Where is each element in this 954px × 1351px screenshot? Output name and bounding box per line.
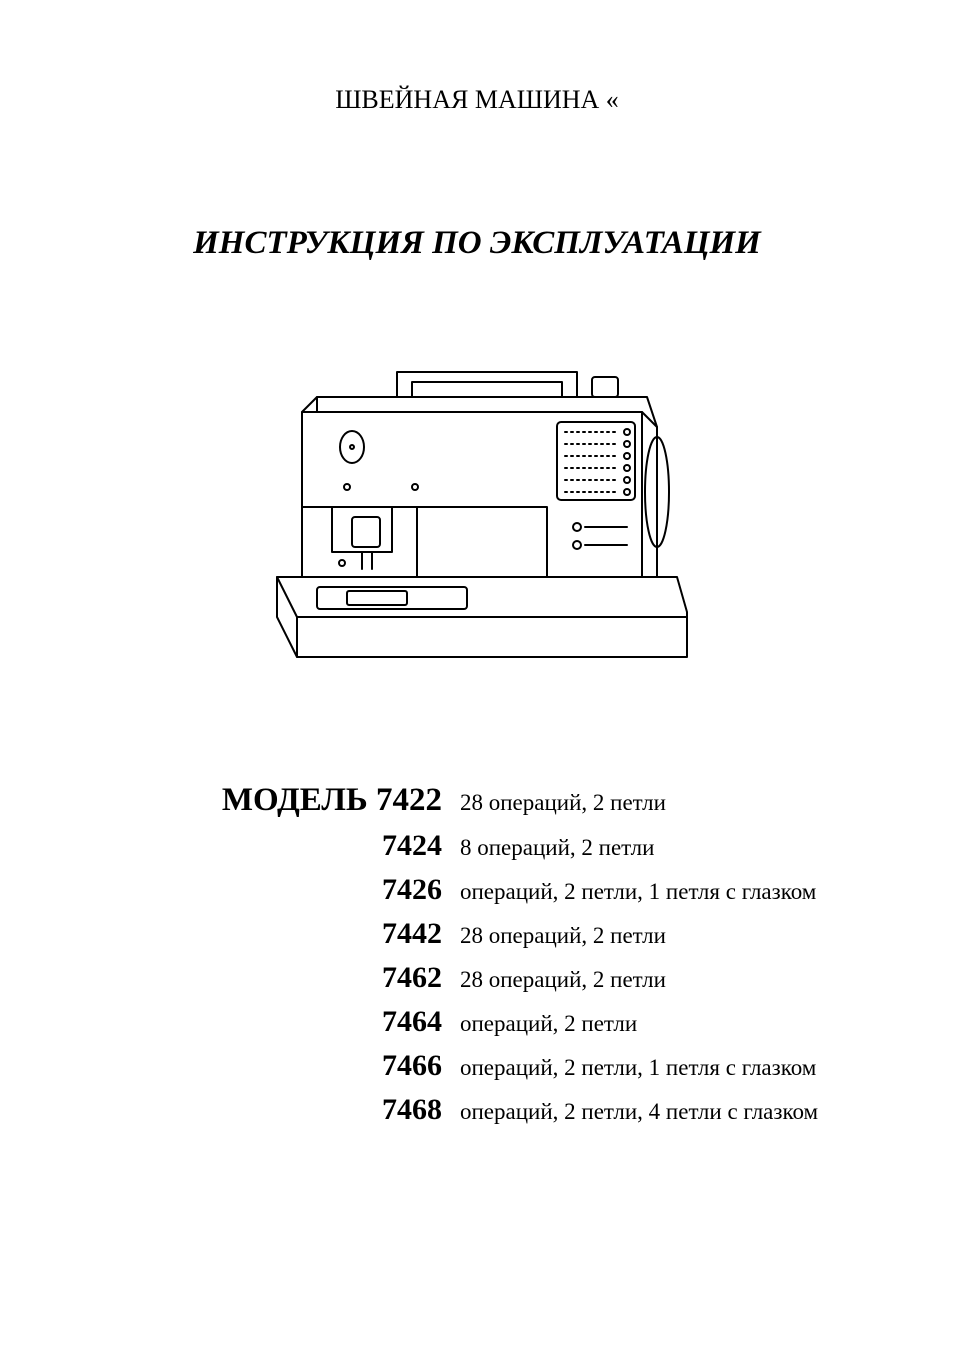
sewing-machine-illustration <box>247 317 707 692</box>
model-row: 746228 операций, 2 петли <box>160 961 884 995</box>
model-description: 28 операций, 2 петли <box>460 963 666 993</box>
model-description: операций, 2 петли, 4 петли с глазком <box>460 1095 818 1125</box>
model-number: 7466 <box>160 1049 460 1083</box>
model-number: 7426 <box>160 873 460 907</box>
model-number: МОДЕЛЬ 7422 <box>160 782 460 819</box>
page-header: ШВЕЙНАЯ МАШИНА « <box>70 85 884 115</box>
model-description: операций, 2 петли, 1 петля с глазком <box>460 875 816 905</box>
model-description: 8 операций, 2 петли <box>460 831 654 861</box>
model-description: операций, 2 петли, 1 петля с глазком <box>460 1051 816 1081</box>
models-list: МОДЕЛЬ 742228 операций, 2 петли74248 опе… <box>160 782 884 1127</box>
page-title: ИНСТРУКЦИЯ ПО ЭКСПЛУАТАЦИИ <box>70 225 884 262</box>
model-description: операций, 2 петли <box>460 1007 637 1037</box>
model-number: 7462 <box>160 961 460 995</box>
model-row: 7426операций, 2 петли, 1 петля с глазком <box>160 873 884 907</box>
model-row: 7468операций, 2 петли, 4 петли с глазком <box>160 1093 884 1127</box>
model-description: 28 операций, 2 петли <box>460 786 666 816</box>
model-row: 7464операций, 2 петли <box>160 1005 884 1039</box>
model-number: 7468 <box>160 1093 460 1127</box>
model-row: 74248 операций, 2 петли <box>160 829 884 863</box>
model-number: 7464 <box>160 1005 460 1039</box>
model-number: 7442 <box>160 917 460 951</box>
model-number: 7424 <box>160 829 460 863</box>
model-description: 28 операций, 2 петли <box>460 919 666 949</box>
model-row: МОДЕЛЬ 742228 операций, 2 петли <box>160 782 884 819</box>
model-row: 744228 операций, 2 петли <box>160 917 884 951</box>
model-row: 7466операций, 2 петли, 1 петля с глазком <box>160 1049 884 1083</box>
